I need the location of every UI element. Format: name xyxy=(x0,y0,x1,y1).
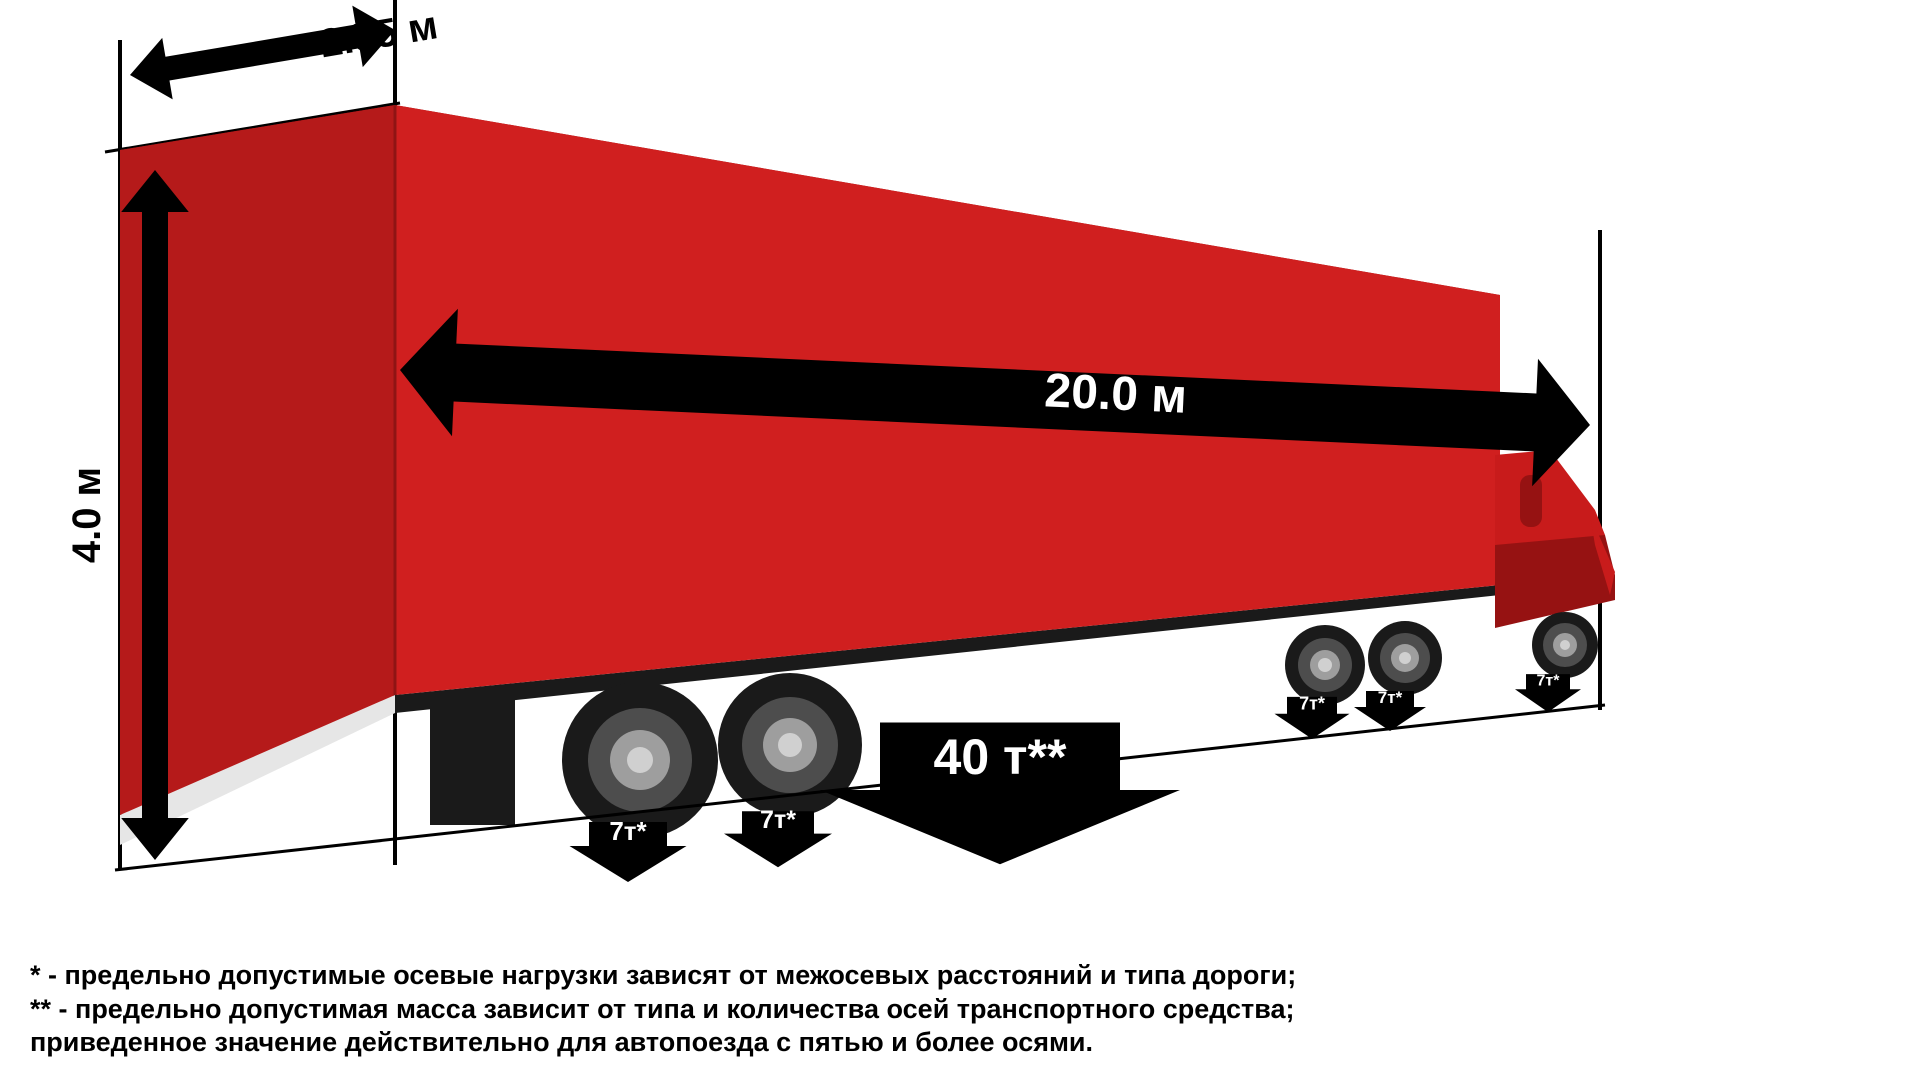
svg-text:20.0 м: 20.0 м xyxy=(1043,364,1188,424)
svg-text:40 т**: 40 т** xyxy=(934,729,1067,785)
svg-text:7т*: 7т* xyxy=(609,816,647,846)
footnote-line-1: * - предельно допустимые осевые нагрузки… xyxy=(30,959,1296,993)
svg-text:7т*: 7т* xyxy=(1537,673,1561,690)
truck-dimensions-diagram: 20.0 м 2.55 м 4.0 м 7т* 7т* 7т* 7т* 7т* 40 т** *… xyxy=(0,0,1920,1080)
footnote-line-2: ** - предельно допустимая масса зависит … xyxy=(30,993,1296,1027)
footnote-line-3: приведенное значение действительно для а… xyxy=(30,1026,1296,1060)
svg-text:7т*: 7т* xyxy=(1378,688,1403,707)
footnotes: * - предельно допустимые осевые нагрузки… xyxy=(30,959,1296,1060)
svg-text:4.0 м: 4.0 м xyxy=(65,467,109,563)
svg-text:7т*: 7т* xyxy=(760,806,796,834)
svg-text:7т*: 7т* xyxy=(1299,694,1325,714)
diagram-svg: 20.0 м 2.55 м 4.0 м 7т* 7т* 7т* 7т* 7т* 40 т** xyxy=(0,0,1920,1080)
svg-text:2.55 м: 2.55 м xyxy=(317,3,441,66)
